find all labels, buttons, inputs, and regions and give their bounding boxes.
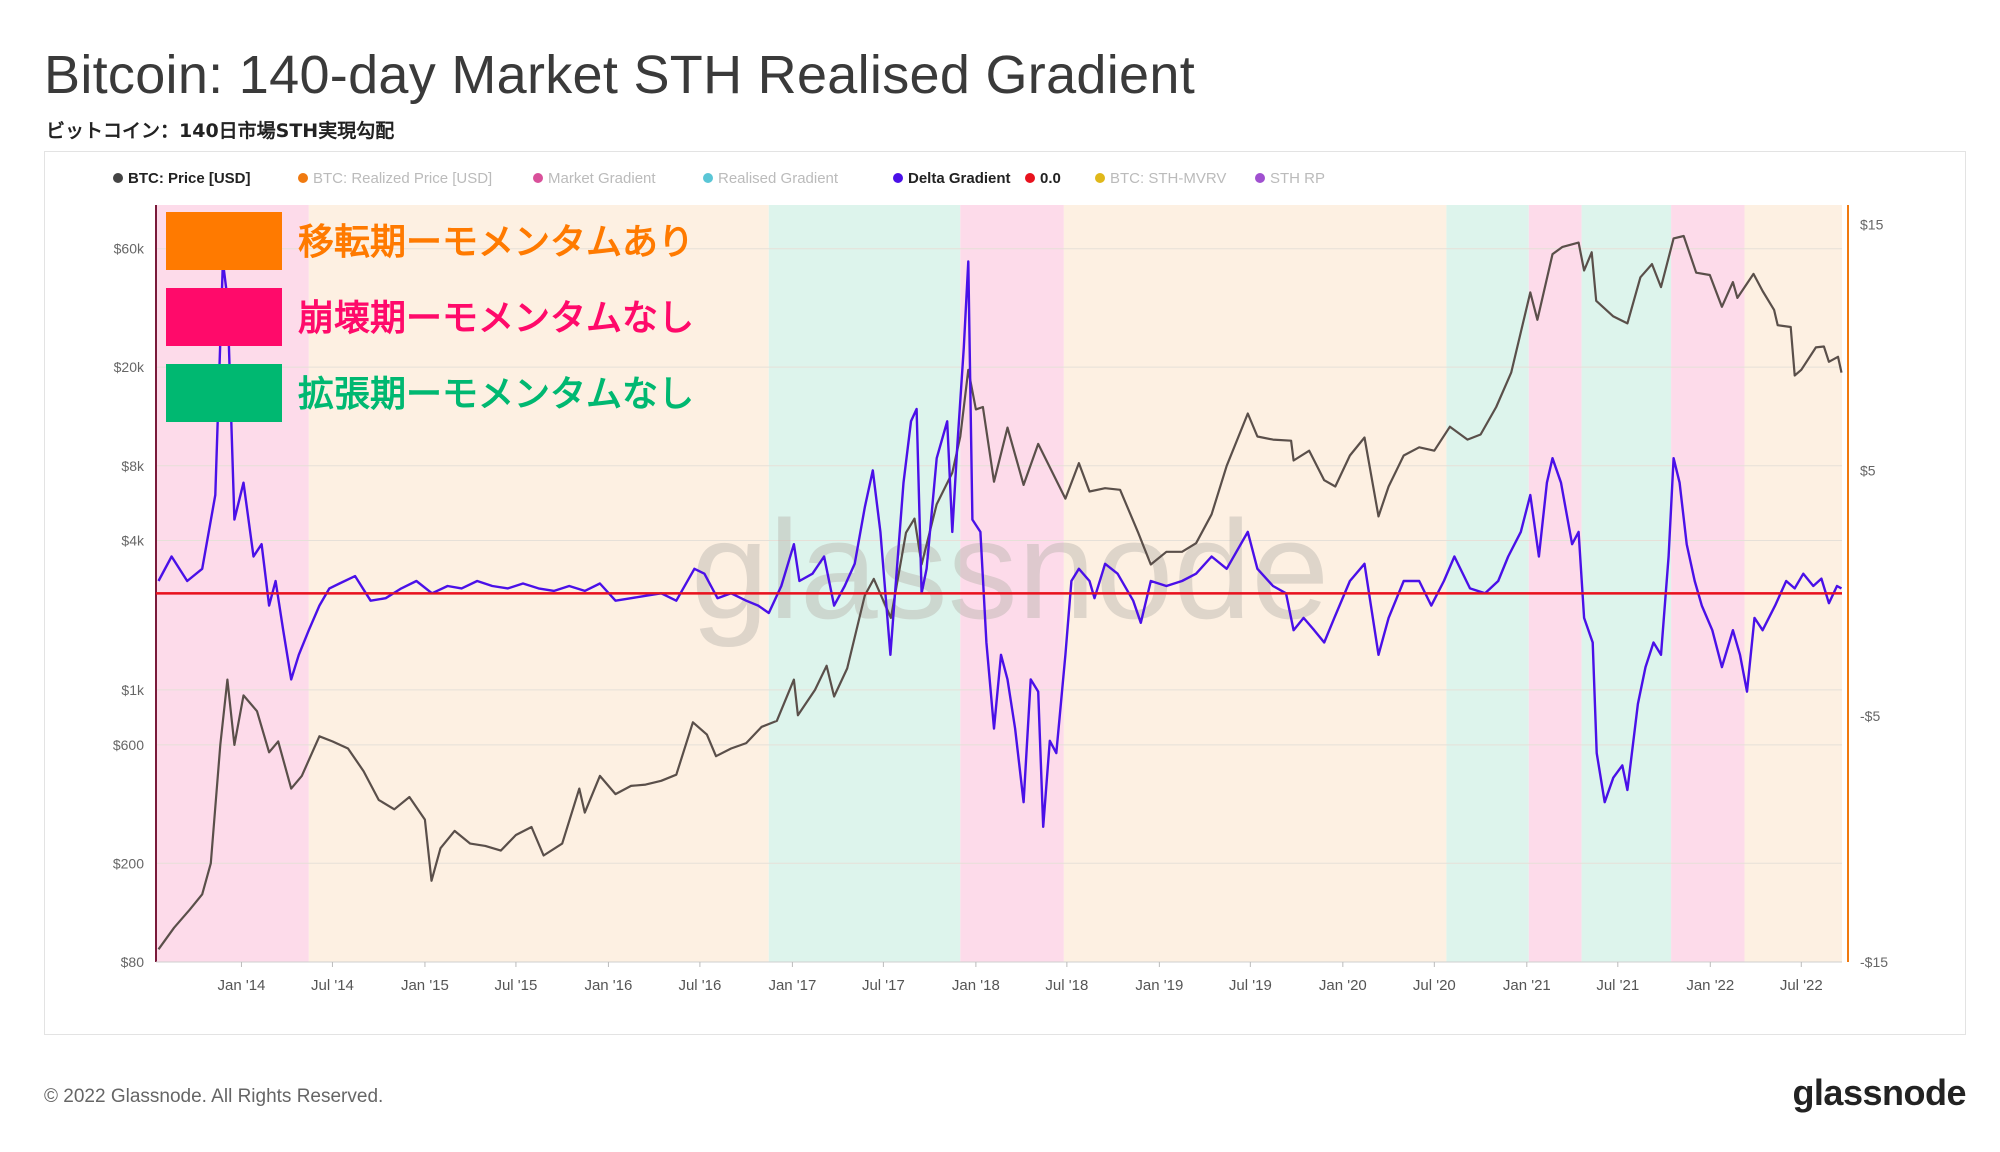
phase-band-transfer [1744,205,1842,962]
phase-legend-label: 拡張期ーモメンタムなし [298,374,694,415]
legend-dot [298,173,308,183]
phase-legend-label: 崩壊期ーモメンタムなし [298,298,694,339]
phase-legend-swatch [166,288,282,346]
legend-label: BTC: Realized Price [USD] [313,170,492,187]
x-tick-label: Jan '19 [1135,977,1183,994]
phase-legend-swatch [166,212,282,270]
legend-item[interactable]: Market Gradient [533,170,656,187]
legend-label: BTC: STH-MVRV [1110,170,1226,187]
legend-item[interactable]: BTC: Price [USD] [113,170,251,187]
y-left-tick-label: $200 [113,855,144,871]
phase-band-expansion [1581,205,1672,962]
x-tick-label: Jul '21 [1596,977,1639,994]
phase-band-expansion [1446,205,1529,962]
legend-item[interactable]: Delta Gradient [893,170,1011,187]
legend-item[interactable]: STH RP [1255,170,1325,187]
legend-dot [703,173,713,183]
x-tick-label: Jan '21 [1503,977,1551,994]
legend-label: STH RP [1270,170,1325,187]
chart-frame [44,151,1966,1035]
legend-label: Realised Gradient [718,170,839,187]
legend-dot [1025,173,1035,183]
glassnode-logo: glassnode [1792,1072,1966,1113]
x-tick-label: Jan '15 [401,977,449,994]
x-tick-label: Jul '18 [1045,977,1088,994]
x-tick-label: Jul '17 [862,977,905,994]
y-right-tick-label: -$15 [1860,954,1888,970]
y-left-tick-label: $8k [121,458,145,474]
y-right-tick-label: -$5 [1860,708,1880,724]
x-tick-label: Jul '20 [1413,977,1456,994]
copyright-text: © 2022 Glassnode. All Rights Reserved. [44,1086,384,1107]
x-tick-label: Jan '17 [768,977,816,994]
legend-label: BTC: Price [USD] [128,170,251,187]
legend-item[interactable]: Realised Gradient [703,170,839,187]
legend-item[interactable]: BTC: Realized Price [USD] [298,170,492,187]
page-title: Bitcoin: 140-day Market STH Realised Gra… [44,45,1196,105]
x-tick-label: Jan '14 [218,977,266,994]
legend-dot [893,173,903,183]
phase-band-collapse [1528,205,1582,962]
phase-legend-label: 移転期ーモメンタムあり [298,222,694,263]
y-left-tick-label: $80 [121,954,145,970]
page-subtitle: ビットコイン：140日市場STH実現勾配 [46,120,395,142]
legend-dot [1255,173,1265,183]
phase-band-expansion [768,205,961,962]
y-left-tick-label: $600 [113,737,144,753]
y-left-tick-label: $20k [114,359,145,375]
x-tick-label: Jan '18 [952,977,1000,994]
legend-dot [113,173,123,183]
phase-band-transfer [1063,205,1447,962]
phase-band-transfer [308,205,769,962]
y-right-tick-label: $15 [1860,217,1884,233]
delta-gradient-line [157,260,1843,828]
phase-band-collapse [960,205,1064,962]
phase-band-collapse [1671,205,1745,962]
x-tick-label: Jul '16 [678,977,721,994]
legend-dot [533,173,543,183]
x-tick-label: Jul '15 [494,977,537,994]
phase-legend-swatch [166,364,282,422]
x-tick-label: Jul '22 [1780,977,1823,994]
x-tick-label: Jan '22 [1686,977,1734,994]
legend-item[interactable]: 0.0 [1025,170,1061,187]
y-left-tick-label: $1k [121,682,145,698]
y-right-tick-label: $5 [1860,462,1876,478]
legend-label: 0.0 [1040,170,1061,187]
y-left-tick-label: $4k [121,532,145,548]
legend-label: Delta Gradient [908,170,1011,187]
legend-dot [1095,173,1105,183]
x-tick-label: Jul '14 [311,977,354,994]
x-tick-label: Jan '20 [1319,977,1367,994]
y-left-tick-label: $60k [114,241,145,257]
x-tick-label: Jan '16 [584,977,632,994]
legend-item[interactable]: BTC: STH-MVRV [1095,170,1226,187]
x-tick-label: Jul '19 [1229,977,1272,994]
btc-price-line [157,234,1843,950]
legend-label: Market Gradient [548,170,656,187]
